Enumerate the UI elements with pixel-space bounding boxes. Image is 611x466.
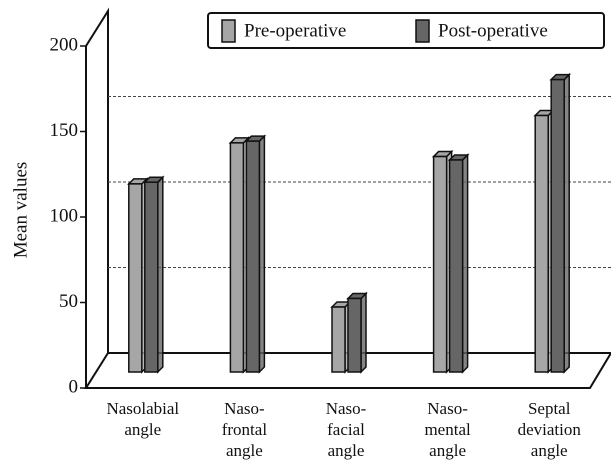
x-tick-label-line: facial — [327, 420, 365, 439]
bar — [550, 78, 565, 373]
y-tick-label: 100 — [50, 205, 79, 226]
x-tick-label-line: angle — [226, 441, 263, 460]
x-tick-label-line: mental — [424, 420, 471, 439]
legend-swatch — [221, 19, 236, 43]
bar — [448, 159, 464, 373]
bar — [432, 155, 448, 373]
legend-label: Pre-operative — [244, 20, 346, 41]
bar — [331, 306, 346, 373]
x-tick-label: Septal deviation angle — [518, 399, 582, 460]
x-tick-label-line: angle — [328, 441, 365, 460]
x-tick-label-line: angle — [531, 441, 568, 460]
x-tick-label-line: Septal — [528, 399, 571, 418]
x-tick-label-line: Naso- — [224, 399, 265, 418]
x-tick-label-line: Nasolabial — [106, 399, 179, 418]
floor — [84, 352, 611, 389]
y-axis-label: Mean values — [10, 162, 31, 259]
x-tick-label-line: Naso- — [427, 399, 468, 418]
legend-box — [207, 12, 605, 49]
bar — [245, 140, 261, 373]
x-tick-label: Naso-facial angle — [326, 399, 367, 460]
legend-swatch — [415, 19, 430, 43]
bar — [534, 114, 549, 373]
x-tick-label-line: Naso- — [326, 399, 367, 418]
x-tick-label-line: deviation — [518, 420, 582, 439]
frame — [84, 7, 611, 389]
y-tick-label: 0 — [69, 376, 79, 397]
y-tick-label: 50 — [59, 291, 78, 312]
y-tick-label: 150 — [50, 120, 79, 141]
legend-label: Post-operative — [438, 20, 548, 41]
bar — [229, 142, 245, 373]
x-tick-label: Naso-mental angle — [424, 399, 471, 460]
x-tick-label-line: angle — [429, 441, 466, 460]
x-tick-label-line: angle — [124, 420, 161, 439]
x-tick-label: Nasolabial angle — [106, 399, 179, 439]
bar — [144, 181, 159, 373]
y-tick-label: 200 — [50, 34, 79, 55]
bar — [347, 297, 362, 373]
x-tick-label-line: frontal — [222, 420, 268, 439]
bar — [128, 183, 143, 373]
x-tick-label: Naso-frontal angle — [222, 399, 268, 460]
